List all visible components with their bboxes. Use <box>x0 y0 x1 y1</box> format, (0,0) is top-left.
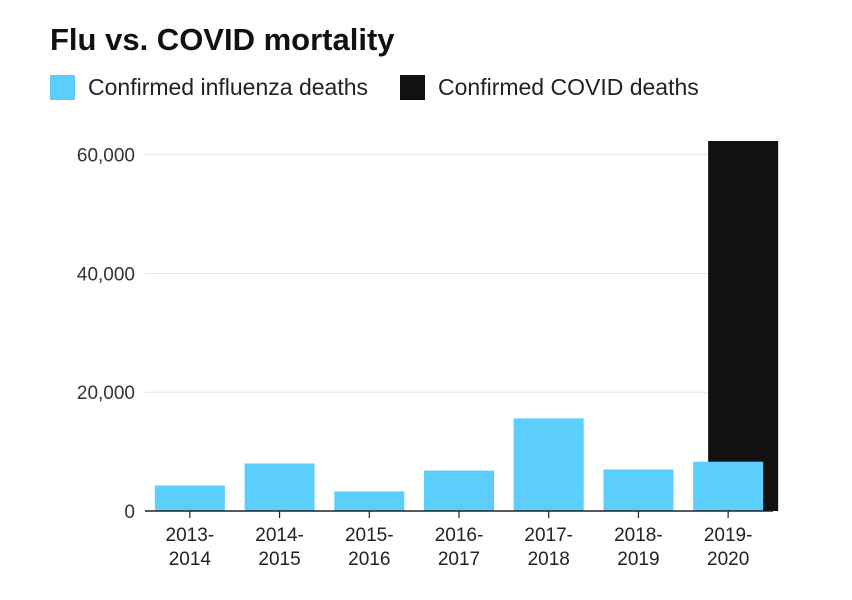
y-tick-label: 20,000 <box>77 383 135 404</box>
x-tick-label: 2018-2019 <box>614 525 663 570</box>
bar-influenza <box>424 470 494 511</box>
x-tick-label: 2017-2018 <box>524 525 573 570</box>
x-tick-label: 2016-2017 <box>435 525 484 570</box>
bar-influenza <box>154 485 225 511</box>
chart-title: Flu vs. COVID mortality <box>50 22 395 57</box>
bar-influenza <box>693 461 764 511</box>
legend-item-covid: Confirmed COVID deaths <box>400 74 699 101</box>
legend: Confirmed influenza deaths Confirmed COV… <box>50 74 731 101</box>
x-tick-label: 2013-2014 <box>166 525 215 570</box>
x-tick-label: 2015-2016 <box>345 525 394 570</box>
legend-item-influenza: Confirmed influenza deaths <box>50 74 368 101</box>
y-axis-labels: 0 20,000 40,000 60,000 <box>77 146 135 523</box>
bar-influenza <box>603 469 674 511</box>
x-tick-label: 2014-2015 <box>255 525 304 570</box>
bar-covid <box>708 141 779 511</box>
x-axis-labels: 2013-2014 2014-2015 2015-2016 2016-2017 2017… <box>166 525 753 570</box>
legend-label-influenza: Confirmed influenza deaths <box>88 74 368 100</box>
legend-swatch-covid <box>400 75 425 100</box>
x-axis <box>145 510 773 518</box>
y-tick-label: 40,000 <box>77 264 135 285</box>
bars <box>154 141 779 511</box>
legend-swatch-influenza <box>50 75 75 100</box>
bar-influenza <box>334 491 405 511</box>
bar-influenza <box>244 463 315 511</box>
y-tick-label: 60,000 <box>77 146 135 167</box>
x-tick-label: 2019-2020 <box>704 525 753 570</box>
gridlines <box>145 154 773 393</box>
legend-label-covid: Confirmed COVID deaths <box>438 74 699 100</box>
bar-influenza <box>513 418 584 511</box>
y-tick-label: 0 <box>124 502 135 523</box>
